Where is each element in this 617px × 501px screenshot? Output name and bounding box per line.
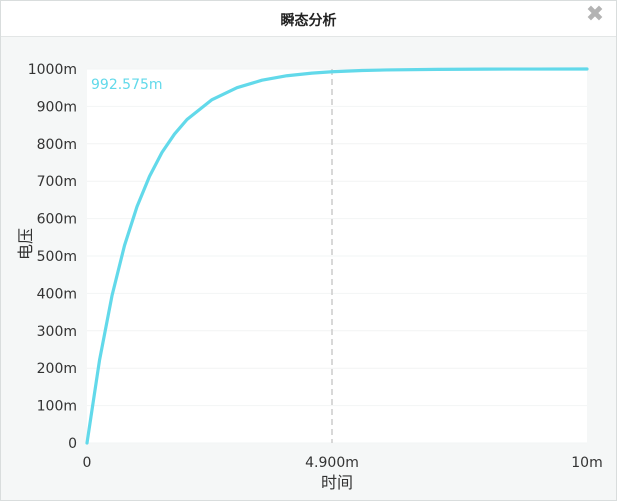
y-tick-label: 0 xyxy=(68,436,77,452)
x-axis-title: 时间 xyxy=(321,473,353,492)
x-tick-label: 0 xyxy=(83,455,92,471)
y-tick-label: 300m xyxy=(37,324,77,340)
y-tick-label: 200m xyxy=(37,361,77,377)
y-tick-label: 100m xyxy=(37,399,77,415)
transient-chart: 0 100m 200m 300m 400m 500m 600m 700m 800m 900m 100… xyxy=(16,62,603,492)
y-tick-label: 900m xyxy=(37,99,77,115)
window-title: 瞬态分析 xyxy=(280,13,337,29)
y-axis-title: 电压 xyxy=(16,228,35,260)
close-icon[interactable]: ✖ xyxy=(585,2,605,27)
y-tick-label: 1000m xyxy=(28,62,77,78)
x-tick-label: 4.900m xyxy=(305,455,359,471)
y-tick-label: 500m xyxy=(37,249,77,265)
y-tick-label: 700m xyxy=(37,174,77,190)
x-axis-ticks: 0 4.900m 10m xyxy=(83,455,603,471)
y-tick-label: 600m xyxy=(37,212,77,228)
y-tick-label: 800m xyxy=(37,137,77,153)
y-axis-ticks: 0 100m 200m 300m 400m 500m 600m 700m 800m 900m 100… xyxy=(28,62,77,452)
cursor-value-label: 992.575m xyxy=(91,77,163,93)
y-tick-label: 400m xyxy=(37,286,77,302)
x-tick-label: 10m xyxy=(571,455,602,471)
titlebar: 瞬态分析 ✖ xyxy=(1,1,616,37)
voltage-series-line xyxy=(85,67,589,445)
